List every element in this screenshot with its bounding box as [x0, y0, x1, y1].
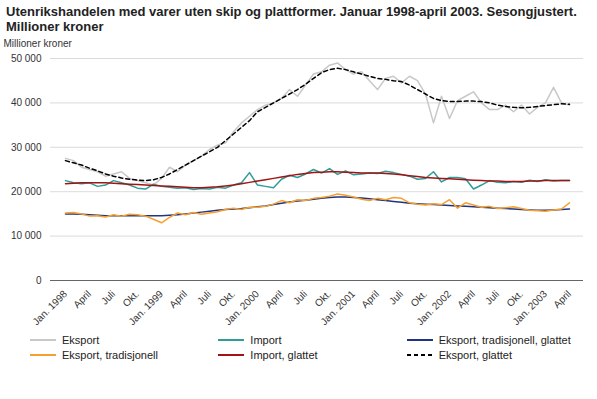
html-text:Import: Import	[250, 334, 282, 346]
svg-text:Juli: Juli	[483, 288, 501, 306]
svg-text:0: 0	[36, 275, 42, 286]
svg-text:Jan. 2003: Jan. 2003	[510, 288, 549, 327]
svg-text:April: April	[167, 288, 189, 310]
svg-text:Okt.: Okt.	[408, 288, 429, 309]
svg-text:April: April	[359, 288, 381, 310]
html-text:Eksport, tradisjonell, glattet: Eksport, tradisjonell, glattet	[438, 334, 571, 346]
svg-text:Okt.: Okt.	[216, 288, 237, 309]
svg-text:20 000: 20 000	[11, 186, 42, 197]
svg-text:Juli: Juli	[195, 288, 213, 306]
html-text:Eksport, tradisjonell: Eksport, tradisjonell	[62, 349, 158, 361]
svg-text:Juli: Juli	[387, 288, 405, 306]
svg-text:April: April	[71, 288, 93, 310]
svg-text:April: April	[455, 288, 477, 310]
svg-text:Jan. 2000: Jan. 2000	[222, 288, 261, 327]
svg-text:Jan. 2002: Jan. 2002	[414, 288, 453, 327]
html-text:Utenrikshandelen med varer ute: Utenrikshandelen med varer uten skip og …	[6, 4, 577, 34]
svg-text:Jan. 1999: Jan. 1999	[126, 288, 165, 327]
svg-text:50 000: 50 000	[11, 53, 42, 64]
svg-text:30 000: 30 000	[11, 142, 42, 153]
svg-text:Millioner kroner: Millioner kroner	[4, 38, 73, 49]
html-text:Eksport, glattet: Eksport, glattet	[438, 349, 512, 361]
svg-text:Okt.: Okt.	[120, 288, 141, 309]
html-text:Eksport: Eksport	[62, 334, 100, 346]
svg-text:40 000: 40 000	[11, 97, 42, 108]
svg-text:Jan. 1998: Jan. 1998	[30, 288, 69, 327]
svg-text:Juli: Juli	[291, 288, 309, 306]
svg-text:April: April	[551, 288, 573, 310]
svg-text:10 000: 10 000	[11, 230, 42, 241]
html-text:Import, glattet: Import, glattet	[250, 349, 318, 361]
svg-text:Okt.: Okt.	[312, 288, 333, 309]
svg-text:Okt.: Okt.	[504, 288, 525, 309]
svg-text:Juli: Juli	[99, 288, 117, 306]
svg-text:Jan. 2001: Jan. 2001	[318, 288, 357, 327]
svg-text:April: April	[263, 288, 285, 310]
